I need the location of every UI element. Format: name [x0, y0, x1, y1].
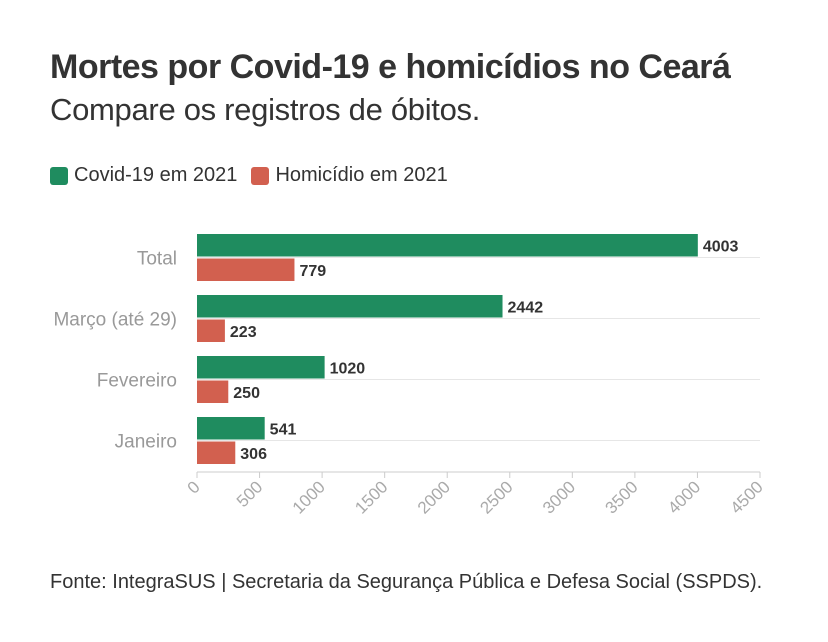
legend: Covid-19 em 2021 Homicídio em 2021: [50, 164, 462, 187]
x-tick-label: 3500: [602, 477, 642, 517]
category-label: Total: [137, 249, 177, 270]
bar-homicidio: [197, 319, 225, 342]
bar-covid: [197, 417, 265, 440]
data-label: 2442: [508, 299, 544, 316]
bar-homicidio: [197, 441, 236, 464]
x-tick-label: 0: [184, 477, 204, 497]
x-tick-label: 2000: [414, 477, 454, 517]
data-label: 306: [240, 446, 267, 463]
legend-item-covid: Covid-19 em 2021: [50, 164, 237, 187]
category-label: Fevereiro: [97, 371, 177, 392]
data-label: 541: [270, 421, 297, 438]
bar-homicidio: [197, 380, 229, 403]
category-label: Março (até 29): [53, 310, 177, 331]
bar-covid: [197, 234, 698, 257]
bar-homicidio: [197, 258, 295, 281]
chart-title: Mortes por Covid-19 e homicídios no Cear…: [50, 48, 731, 86]
legend-swatch-covid: [50, 166, 68, 185]
bar-covid: [197, 356, 325, 379]
x-tick-label: 500: [233, 477, 266, 510]
legend-label-covid: Covid-19 em 2021: [74, 164, 238, 186]
data-label: 4003: [703, 238, 739, 255]
data-label: 223: [230, 324, 257, 341]
x-tick-label: 1500: [351, 477, 391, 517]
bar-chart: Total Março (até 29) Fevereiro Janeiro 4003 2…: [53, 234, 767, 518]
data-label: 779: [299, 263, 326, 280]
x-tick-label: 1000: [289, 477, 329, 517]
x-tick-label: 2500: [476, 477, 516, 517]
data-label: 1020: [330, 360, 366, 377]
source-note: Fonte: IntegraSUS | Secretaria da Segura…: [50, 571, 763, 593]
x-tick-label: 4000: [664, 477, 704, 517]
legend-swatch-homicidio: [251, 166, 270, 185]
chart-subtitle: Compare os registros de óbitos.: [50, 92, 481, 127]
bar-covid: [197, 295, 503, 318]
x-tick-label: 4500: [727, 477, 767, 517]
legend-label-homicidio: Homicídio em 2021: [275, 164, 448, 186]
data-label: 250: [233, 385, 260, 402]
legend-item-homicidio: Homicídio em 2021: [251, 164, 448, 187]
x-tick-label: 3000: [539, 477, 579, 517]
category-label: Janeiro: [115, 432, 177, 453]
